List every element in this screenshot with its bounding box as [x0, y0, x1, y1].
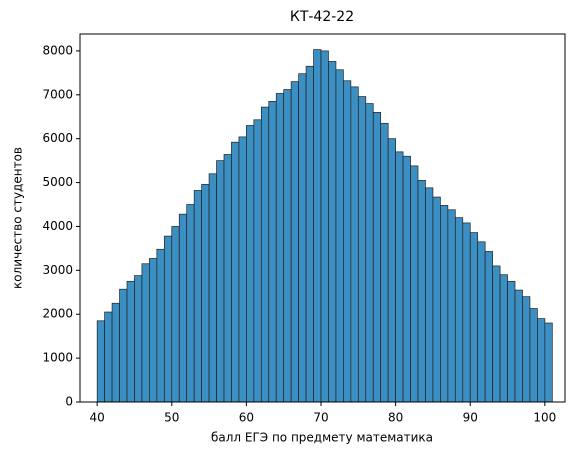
bar [134, 275, 143, 403]
x-tick-label: 40 [90, 411, 105, 425]
bar [402, 155, 411, 403]
bar [246, 125, 255, 403]
bar [216, 160, 225, 403]
y-tick-label: 3000 [42, 263, 73, 277]
bar [522, 296, 531, 403]
bar [96, 320, 105, 403]
bar [186, 204, 195, 403]
bar [156, 248, 165, 403]
bar [260, 106, 270, 403]
x-tick-label: 100 [533, 411, 556, 425]
x-tick-label: 80 [388, 411, 403, 425]
bar [380, 122, 389, 403]
bar [507, 280, 516, 403]
bar [432, 196, 441, 403]
y-tick-label: 5000 [42, 175, 73, 189]
bar [350, 86, 359, 403]
bar [253, 119, 262, 403]
x-tick-label: 90 [463, 411, 478, 425]
bar [469, 232, 479, 403]
bar [484, 251, 493, 403]
bar [365, 103, 374, 403]
bar [335, 69, 344, 403]
bar [141, 263, 150, 403]
bar [514, 289, 523, 403]
bar [343, 80, 352, 403]
bar [477, 241, 486, 403]
bar [454, 217, 464, 403]
y-tick-label: 7000 [42, 87, 73, 101]
bar [275, 93, 285, 403]
y-tick-label: 4000 [42, 219, 73, 233]
bar [305, 65, 314, 403]
y-tick-label: 0 [65, 395, 73, 409]
x-tick-label: 60 [239, 411, 254, 425]
bar [178, 213, 188, 403]
bar [417, 180, 426, 403]
y-tick-label: 6000 [42, 131, 73, 145]
x-tick-label: 70 [313, 411, 328, 425]
bar [111, 302, 120, 403]
bar [208, 173, 217, 403]
bar [298, 73, 307, 403]
bar [290, 81, 299, 403]
bar [104, 311, 113, 403]
bar [328, 61, 337, 403]
bar [163, 235, 173, 403]
bar [387, 138, 396, 403]
bar [447, 209, 456, 403]
bar [537, 318, 546, 403]
bar [462, 222, 471, 403]
x-axis-label: балл ЕГЭ по предмету математика [211, 431, 433, 445]
bar [149, 258, 158, 403]
bar [357, 96, 367, 403]
bar [320, 50, 329, 403]
bar [529, 308, 538, 403]
bar [171, 226, 180, 403]
y-tick-label: 1000 [42, 351, 73, 365]
bar [544, 322, 553, 403]
bar [193, 190, 202, 403]
chart-title: КТ-42-22 [290, 9, 354, 25]
bar [410, 165, 419, 403]
bar [231, 141, 240, 403]
plot-frame [79, 33, 566, 403]
bar [119, 288, 128, 403]
bar [499, 274, 508, 403]
bar [395, 151, 404, 403]
bar [238, 136, 247, 403]
y-tick-label: 2000 [42, 307, 73, 321]
y-tick-label: 8000 [42, 43, 73, 57]
bar [201, 183, 210, 403]
bar [268, 101, 277, 403]
bar [425, 187, 434, 403]
y-axis-label: количество студентов [11, 147, 25, 289]
bar [440, 205, 449, 403]
x-tick-label: 50 [164, 411, 179, 425]
bar [283, 89, 292, 403]
bar [223, 154, 232, 403]
bar [313, 49, 322, 403]
bar [126, 280, 135, 403]
bar [492, 265, 501, 403]
bar [372, 111, 382, 403]
